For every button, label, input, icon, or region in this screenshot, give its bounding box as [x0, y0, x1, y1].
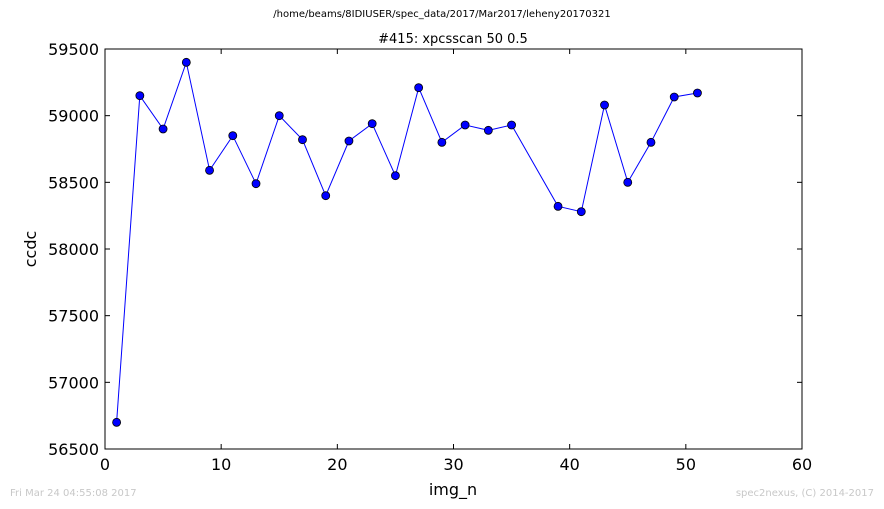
x-tick-label: 50 — [676, 455, 696, 474]
y-tick-label: 57500 — [48, 307, 99, 326]
data-point — [274, 111, 284, 121]
data-point — [181, 57, 191, 67]
copyright-footer: spec2nexus, (C) 2014-2017 — [735, 488, 874, 499]
data-point — [391, 171, 400, 181]
chart-title: #415: xpcsscan 50 0.5 — [378, 32, 528, 47]
data-point — [251, 179, 261, 189]
x-tick-label: 40 — [559, 455, 579, 474]
data-point — [158, 124, 168, 134]
x-tick-label: 20 — [327, 455, 347, 474]
y-axis-label: ccdc — [21, 231, 40, 268]
y-tick-label: 59000 — [48, 107, 99, 126]
y-tick-label: 57000 — [48, 373, 99, 392]
data-point — [553, 201, 563, 211]
y-tick-label: 56500 — [48, 440, 99, 459]
data-point — [228, 131, 238, 141]
y-tick-label: 58500 — [48, 173, 99, 192]
data-point — [298, 135, 307, 145]
data-point — [669, 92, 679, 102]
timestamp-footer: Fri Mar 24 04:55:08 2017 — [10, 488, 137, 499]
data-point — [135, 91, 145, 101]
data-point — [507, 120, 516, 130]
suptitle: /home/beams/8IDIUSER/spec_data/2017/Mar2… — [273, 9, 611, 20]
data-point — [576, 207, 586, 217]
data-point — [414, 83, 424, 93]
data-point — [112, 417, 122, 427]
data-point — [437, 137, 447, 147]
data-point — [623, 177, 633, 187]
data-point — [460, 120, 470, 130]
x-axis-label: img_n — [429, 480, 477, 500]
x-tick-label: 10 — [211, 455, 231, 474]
data-point — [321, 191, 331, 201]
series-line — [116, 60, 698, 423]
plot-frame — [104, 48, 803, 450]
y-tick-label: 59500 — [48, 40, 99, 59]
data-point — [600, 100, 609, 110]
data-point — [646, 137, 656, 147]
data-point — [344, 136, 354, 146]
x-tick-label: 60 — [792, 455, 812, 474]
data-point — [367, 119, 377, 129]
data-point — [205, 165, 214, 175]
data-point — [483, 125, 493, 135]
data-point — [693, 88, 702, 98]
x-tick-label: 0 — [100, 455, 110, 474]
y-tick-label: 58000 — [48, 240, 99, 259]
x-tick-label: 30 — [443, 455, 463, 474]
